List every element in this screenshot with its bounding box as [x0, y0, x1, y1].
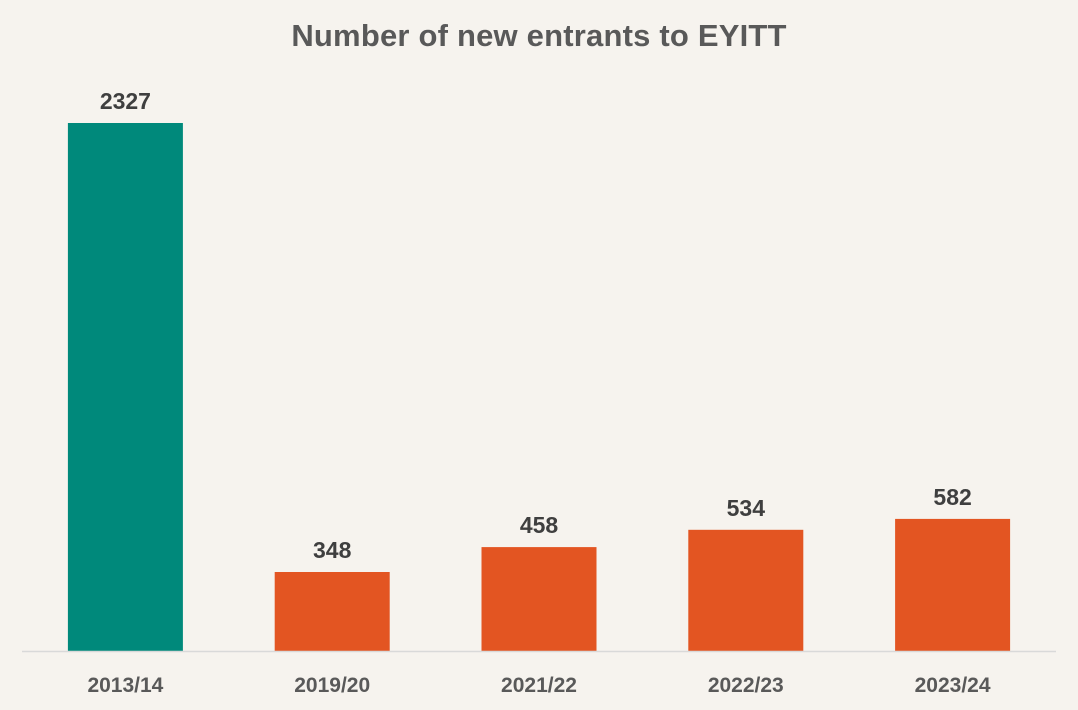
x-tick-label-2021-22: 2021/22: [501, 674, 577, 697]
bar-2023-24: [895, 518, 1011, 651]
chart-title: Number of new entrants to EYITT: [291, 18, 787, 53]
data-label-2013-14: 2327: [100, 88, 151, 114]
x-tick-label-2019-20: 2019/20: [294, 674, 370, 697]
bar-2019-20: [274, 572, 390, 651]
x-tick-label-2022-23: 2022/23: [708, 674, 784, 697]
data-label-2022-23: 534: [727, 495, 766, 521]
x-tick-label-2023-24: 2023/24: [915, 674, 991, 697]
bar-2013-14: [67, 123, 183, 651]
bar-2022-23: [688, 529, 804, 651]
bar-2021-22: [481, 547, 597, 651]
data-label-2021-22: 458: [520, 512, 559, 538]
x-tick-label-2013-14: 2013/14: [87, 674, 163, 697]
data-label-2019-20: 348: [313, 537, 352, 563]
data-label-2023-24: 582: [933, 484, 971, 510]
